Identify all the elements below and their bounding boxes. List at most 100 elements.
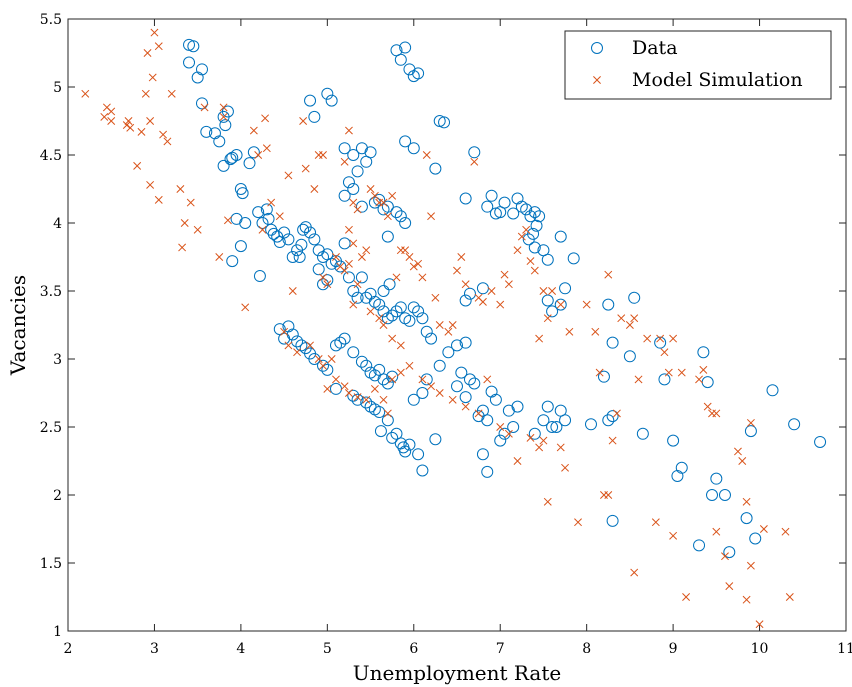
- data-point: [429, 162, 442, 175]
- data-point: [399, 135, 412, 148]
- data-point: [226, 255, 239, 268]
- data-point: [399, 217, 412, 229]
- simulation-point: [107, 107, 116, 116]
- simulation-point: [630, 568, 639, 577]
- simulation-point: [781, 527, 790, 536]
- data-point: [390, 305, 403, 318]
- simulation-point: [388, 334, 397, 343]
- data-point: [208, 127, 221, 140]
- data-point: [455, 366, 468, 379]
- data-point: [394, 53, 407, 66]
- simulation-point: [539, 436, 548, 445]
- simulation-point: [219, 103, 228, 112]
- data-point: [541, 253, 554, 266]
- data-point: [381, 414, 394, 427]
- data-point: [338, 237, 351, 250]
- simulation-point: [81, 89, 90, 98]
- data-point: [451, 380, 463, 393]
- simulation-point: [396, 246, 405, 255]
- simulation-point: [422, 151, 431, 159]
- simulation-point: [708, 409, 716, 418]
- data-point: [416, 387, 429, 399]
- data-point: [740, 512, 753, 525]
- simulation-point: [261, 114, 270, 123]
- simulation-point: [349, 198, 358, 207]
- simulation-point: [742, 497, 751, 506]
- data-point: [524, 210, 537, 223]
- simulation-point: [133, 161, 142, 170]
- simulation-point: [634, 375, 643, 384]
- simulation-point: [556, 300, 565, 309]
- simulation-point: [535, 334, 544, 343]
- simulation-point: [595, 368, 604, 377]
- data-point: [267, 227, 280, 240]
- data-point: [412, 305, 425, 318]
- legend-marker: [593, 76, 601, 84]
- data-point: [308, 233, 321, 246]
- simulation-point: [375, 314, 384, 323]
- y-tick-label: 4.5: [40, 148, 62, 164]
- data-point: [386, 431, 399, 444]
- simulation-point: [150, 28, 159, 37]
- data-point: [195, 97, 208, 110]
- data-point: [403, 438, 416, 451]
- data-point: [355, 142, 368, 155]
- simulation-point: [396, 368, 405, 377]
- data-point: [230, 212, 243, 225]
- simulation-point: [126, 123, 135, 132]
- data-point: [675, 461, 688, 474]
- data-point: [554, 230, 567, 243]
- data-point: [200, 125, 213, 138]
- data-point: [425, 332, 438, 345]
- data-point: [317, 359, 330, 372]
- simulation-point: [526, 433, 535, 442]
- data-point: [291, 335, 304, 348]
- simulation-point: [401, 246, 410, 255]
- simulation-point: [353, 205, 362, 214]
- simulation-point: [332, 375, 340, 384]
- legend-box: [564, 30, 832, 100]
- simulation-point: [193, 225, 202, 234]
- data-point: [304, 94, 317, 107]
- data-point: [459, 294, 472, 307]
- simulation-point: [332, 253, 340, 261]
- simulation-point: [513, 246, 522, 255]
- data-point: [788, 418, 801, 431]
- simulation-point: [725, 582, 734, 591]
- data-point: [606, 410, 619, 423]
- simulation-point: [383, 212, 392, 221]
- data-point: [243, 157, 256, 170]
- data-point: [329, 382, 342, 395]
- x-axis-title: Unemployment Rate: [353, 661, 561, 685]
- data-point: [390, 206, 403, 219]
- simulation-point: [427, 212, 436, 221]
- simulation-point: [258, 225, 267, 234]
- data-point: [342, 176, 355, 189]
- data-point: [407, 301, 420, 314]
- simulation-point: [178, 243, 187, 252]
- simulation-point: [241, 303, 250, 312]
- data-point: [550, 421, 563, 433]
- data-point: [546, 421, 559, 433]
- data-point: [459, 192, 472, 205]
- plot-frame: [67, 18, 847, 632]
- data-point: [530, 219, 543, 232]
- x-tick-label: 7: [496, 641, 505, 657]
- simulation-point: [457, 253, 466, 261]
- data-point: [528, 241, 541, 254]
- simulation-point: [664, 368, 673, 377]
- simulation-point: [154, 42, 163, 51]
- data-point: [364, 146, 377, 159]
- simulation-point: [143, 49, 152, 57]
- simulation-point: [660, 348, 669, 357]
- data-point: [386, 309, 399, 322]
- simulation-point: [275, 212, 284, 221]
- simulation-point: [530, 266, 539, 275]
- data-point: [522, 233, 535, 246]
- simulation-point: [357, 253, 366, 261]
- simulation-point: [319, 151, 327, 159]
- data-point: [749, 532, 762, 545]
- data-point: [381, 200, 394, 213]
- simulation-point: [366, 185, 375, 193]
